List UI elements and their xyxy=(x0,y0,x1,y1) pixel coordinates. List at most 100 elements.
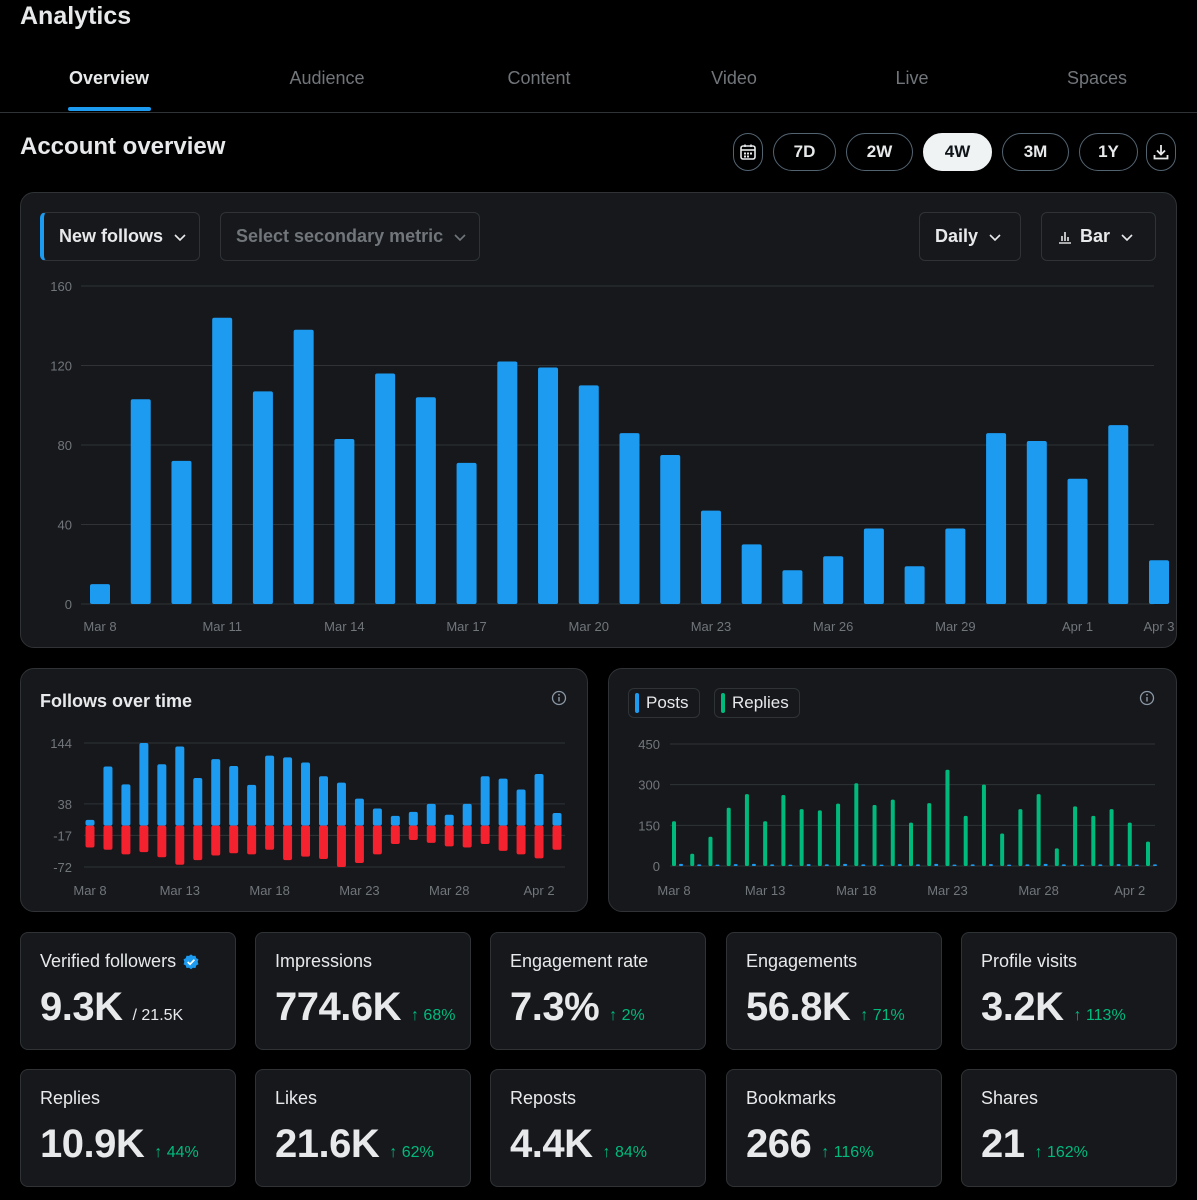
range-7d-button[interactable]: 7D xyxy=(773,133,836,171)
metric-card-reposts[interactable]: Reposts 4.4K ↑ 84% xyxy=(490,1069,706,1187)
posts-bar xyxy=(1025,864,1030,866)
chevron-down-icon xyxy=(454,233,466,241)
posts-bar xyxy=(879,864,884,866)
follows-bar xyxy=(247,784,257,826)
bar xyxy=(293,329,314,604)
range-1y-button[interactable]: 1Y xyxy=(1079,133,1138,171)
posts-bar xyxy=(970,864,975,866)
primary-metric-label: New follows xyxy=(59,226,164,246)
calendar-button[interactable] xyxy=(733,133,763,171)
metric-card-profile-visits[interactable]: Profile visits 3.2K ↑ 113% xyxy=(961,932,1177,1050)
x-tick-label: Mar 26 xyxy=(813,619,853,634)
metric-card-impressions[interactable]: Impressions 774.6K ↑ 68% xyxy=(255,932,471,1050)
verified-badge-icon xyxy=(183,953,199,969)
new-follows-chart: 0 40 80 120 160 Mar 8 Mar 11 Mar 14 Mar 17 Mar 20… xyxy=(50,279,1174,634)
metric-value: 3.2K xyxy=(981,985,1064,1029)
follows-bar xyxy=(516,789,526,826)
interval-label: Daily xyxy=(935,226,979,246)
range-3m-button[interactable]: 3M xyxy=(1002,133,1069,171)
metric-value: 774.6K xyxy=(275,985,401,1029)
unfollows-bar xyxy=(534,825,544,859)
replies-bar xyxy=(836,803,841,866)
tab-audience[interactable]: Audience xyxy=(289,68,365,88)
follows-bar xyxy=(265,755,275,826)
metric-value: 9.3K xyxy=(40,985,123,1029)
bar xyxy=(538,367,559,604)
metric-value: 21 xyxy=(981,1122,1025,1166)
bar xyxy=(1149,560,1169,604)
replies-bar xyxy=(981,784,986,866)
tab-video[interactable]: Video xyxy=(711,68,757,88)
download-button[interactable] xyxy=(1146,133,1176,171)
legend-posts-label: Posts xyxy=(646,693,689,712)
posts-replies-chart: 0 150 300 450 Mar 8 Mar 13 Mar 18 Mar 23 Mar 28 A… xyxy=(638,737,1157,898)
range-2w-button[interactable]: 2W xyxy=(846,133,913,171)
unfollows-bar xyxy=(552,825,562,850)
metric-card-likes[interactable]: Likes 21.6K ↑ 62% xyxy=(255,1069,471,1187)
replies-bar xyxy=(1018,809,1023,866)
legend-replies[interactable]: Replies xyxy=(714,688,800,718)
bar xyxy=(130,399,151,604)
posts-bar xyxy=(1007,864,1012,866)
metric-label: Engagements xyxy=(746,951,858,971)
metric-change: ↑ 68% xyxy=(410,1007,456,1024)
primary-metric-dropdown[interactable]: New follows xyxy=(40,212,200,261)
bar xyxy=(415,397,436,604)
unfollows-bar xyxy=(175,825,185,865)
chart-type-dropdown[interactable]: Bar xyxy=(1041,212,1156,261)
tab-live[interactable]: Live xyxy=(895,68,929,88)
y-tick-label: 0 xyxy=(653,859,660,874)
tab-spaces[interactable]: Spaces xyxy=(1066,68,1128,88)
posts-bar xyxy=(1134,864,1139,866)
metric-card-engagement-rate[interactable]: Engagement rate 7.3% ↑ 2% xyxy=(490,932,706,1050)
tab-overview[interactable]: Overview xyxy=(68,68,150,88)
range-4w-button[interactable]: 4W xyxy=(923,133,992,171)
y-tick-label: -17 xyxy=(53,828,72,843)
tab-content[interactable]: Content xyxy=(507,68,571,88)
info-icon[interactable] xyxy=(1139,690,1155,706)
posts-bar xyxy=(715,864,720,866)
follows-bar xyxy=(157,764,167,826)
secondary-metric-placeholder: Select secondary metric xyxy=(236,226,444,246)
metric-card-verified-followers[interactable]: Verified followers 9.3K / 21.5K xyxy=(20,932,236,1050)
legend-replies-label: Replies xyxy=(732,693,789,712)
info-icon[interactable] xyxy=(551,690,567,706)
follows-bar xyxy=(319,776,328,826)
x-tick-label: Mar 8 xyxy=(657,883,690,898)
metric-label: Verified followers xyxy=(40,951,177,971)
metric-card-engagements[interactable]: Engagements 56.8K ↑ 71% xyxy=(726,932,942,1050)
bar xyxy=(578,385,599,604)
unfollows-bar xyxy=(211,825,221,856)
posts-bar xyxy=(1061,864,1066,866)
x-tick-label: Mar 8 xyxy=(83,619,116,634)
posts-bar xyxy=(1098,864,1103,866)
posts-bar xyxy=(770,864,775,866)
x-tick-label: Mar 13 xyxy=(745,883,785,898)
follows-bar xyxy=(462,803,472,826)
y-tick-label: 160 xyxy=(50,279,72,294)
secondary-metric-dropdown[interactable]: Select secondary metric xyxy=(220,212,480,261)
unfollows-bar xyxy=(444,825,454,847)
metric-card-replies[interactable]: Replies 10.9K ↑ 44% xyxy=(20,1069,236,1187)
unfollows-bar xyxy=(480,825,490,845)
legend-posts[interactable]: Posts xyxy=(628,688,700,718)
metric-label: Bookmarks xyxy=(746,1088,837,1108)
metric-card-bookmarks[interactable]: Bookmarks 266 ↑ 116% xyxy=(726,1069,942,1187)
metric-card-shares[interactable]: Shares 21 ↑ 162% xyxy=(961,1069,1177,1187)
y-tick-label: 144 xyxy=(50,736,72,751)
tab-bar: Overview Audience Content Video Live Spa… xyxy=(0,50,1197,113)
follows-bar xyxy=(336,782,346,826)
posts-bar xyxy=(1043,863,1048,866)
metric-label: Replies xyxy=(40,1088,101,1108)
bar xyxy=(375,373,396,604)
metric-label: Shares xyxy=(981,1088,1039,1108)
interval-dropdown[interactable]: Daily xyxy=(919,212,1021,261)
x-tick-label: Apr 3 xyxy=(1143,619,1174,634)
replies-bar xyxy=(1000,833,1005,866)
x-tick-label: Mar 14 xyxy=(324,619,364,634)
metric-change: ↑ 116% xyxy=(821,1144,874,1161)
bar xyxy=(986,433,1007,604)
replies-bar xyxy=(1091,815,1096,866)
unfollows-bar xyxy=(265,825,275,850)
replies-bar xyxy=(763,821,768,866)
